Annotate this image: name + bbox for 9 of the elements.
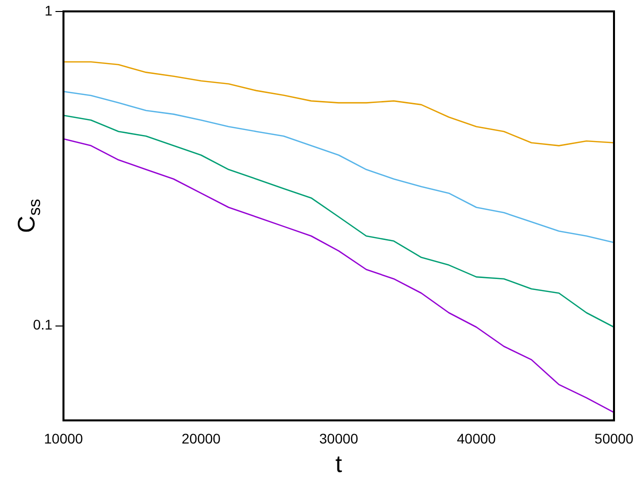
- x-tick-label: 30000: [319, 430, 358, 447]
- y-tick-label: 0.1: [32, 316, 53, 333]
- x-tick-label: 10000: [44, 430, 84, 447]
- x-axis-title: t: [335, 451, 342, 478]
- y-axis-title: Css: [14, 198, 44, 233]
- x-tick-label: 40000: [456, 430, 496, 447]
- x-tick-label: 50000: [594, 430, 634, 447]
- x-tick-label: 20000: [182, 430, 221, 447]
- y-tick-label: 1: [44, 2, 53, 18]
